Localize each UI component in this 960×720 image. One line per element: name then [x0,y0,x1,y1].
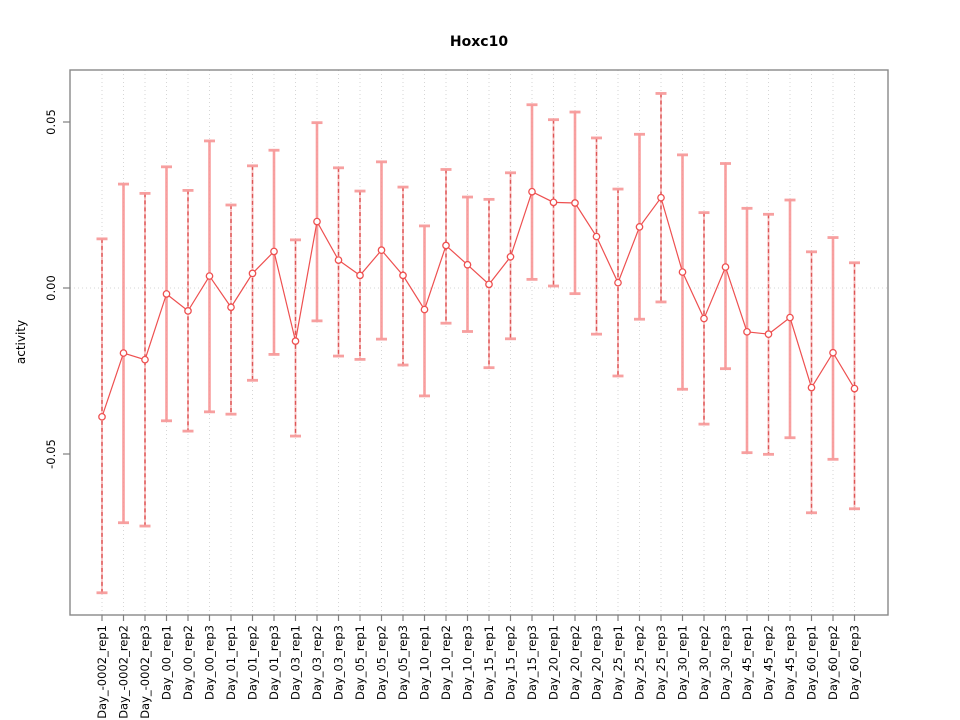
x-tick-label: Day_03_rep2 [310,625,324,700]
y-tick-label: 0.00 [44,275,58,301]
x-tick-label: Day_60_rep1 [805,625,819,700]
x-tick-label: Day_25_rep2 [633,625,647,700]
data-point [313,217,321,226]
x-tick-label: Day_15_rep1 [482,625,496,700]
data-point [764,330,773,338]
data-point [721,263,730,271]
x-tick-label: Day_45_rep2 [762,625,776,700]
x-tick-label: Day_05_rep3 [396,625,410,700]
x-tick-label: Day_01_rep2 [246,625,260,700]
data-point [614,278,622,287]
x-tick-label: Day_03_rep1 [289,625,303,700]
data-point [506,252,515,261]
series-line-layer [101,190,856,418]
x-tick-label: Day_03_rep3 [332,625,346,700]
x-tick-label: Day_30_rep3 [719,625,733,700]
data-point [334,256,343,264]
data-point [850,384,859,393]
x-tick-label: Day_20_rep1 [547,625,561,700]
data-point [678,268,687,276]
data-point [786,313,794,322]
data-point [442,241,450,250]
x-tick-label: Day_30_rep2 [697,625,711,700]
x-tick-label: Day_45_rep1 [740,625,754,700]
data-point [743,327,751,336]
x-tick-label: Day_-0002_rep2 [117,625,131,719]
data-point [270,247,278,256]
data-point [205,272,214,280]
data-point [291,337,300,345]
y-tick-labels-layer: 0.05 0.00 -0.05 [44,109,58,469]
x-tick-label: Day_05_rep2 [375,625,389,700]
x-tick-label: Day_60_rep3 [848,625,862,700]
x-tick-label: Day_25_rep3 [654,625,668,700]
data-point [162,290,171,298]
y-axis-label: activity [14,320,28,364]
data-point [657,193,665,202]
x-tick-label: Day_15_rep3 [525,625,539,700]
y-tick-label: -0.05 [44,439,58,469]
x-tick-label: Day_00_rep3 [203,625,217,700]
series-line [101,190,856,418]
grid-layer [70,70,888,615]
data-point [571,199,579,207]
data-point [635,223,644,231]
x-tick-label: Day_-0002_rep3 [138,625,152,719]
x-tick-label: Day_00_rep2 [181,625,195,700]
axis-ticks-layer [63,121,856,621]
x-tick-label: Day_20_rep3 [590,625,604,700]
x-tick-label: Day_45_rep3 [783,625,797,700]
plot-frame [69,69,889,616]
x-tick-label: Day_05_rep1 [353,625,367,700]
x-tick-label: Day_01_rep3 [267,625,281,700]
data-point [98,412,106,421]
x-tick-label: Day_25_rep1 [611,625,625,700]
data-point [377,246,386,255]
data-point [184,307,192,315]
data-point [829,348,837,357]
x-tick-label: Day_15_rep2 [504,625,518,700]
data-point [700,314,708,323]
data-point [227,303,235,312]
data-point [119,349,128,357]
x-tick-label: Day_01_rep1 [224,625,238,700]
data-point [248,269,257,278]
data-point [399,271,407,280]
error-bars-layer [96,92,860,595]
x-tick-label: Day_10_rep3 [461,625,475,700]
data-point [549,198,558,207]
x-tick-label: Day_10_rep2 [439,625,453,700]
data-point [420,305,429,314]
x-tick-label: Day_20_rep2 [568,625,582,700]
x-tick-label: Day_-0002_rep1 [95,625,109,719]
x-tick-labels-layer: Day_-0002_rep1 Day_-0002_rep2 Day_-0002_re… [95,625,862,719]
data-point [807,383,816,392]
data-points-layer [98,187,859,421]
data-point [141,355,149,364]
x-tick-label: Day_00_rep1 [160,625,174,700]
data-point [528,187,536,196]
data-point [485,280,493,289]
chart-title: Hoxc10 [450,34,508,50]
x-tick-label: Day_30_rep1 [676,625,690,700]
x-tick-label: Day_10_rep1 [418,625,432,700]
data-point [463,260,472,269]
data-point [356,271,364,280]
x-tick-label: Day_60_rep2 [826,625,840,700]
data-point [592,232,601,241]
y-tick-label: 0.05 [44,109,58,135]
